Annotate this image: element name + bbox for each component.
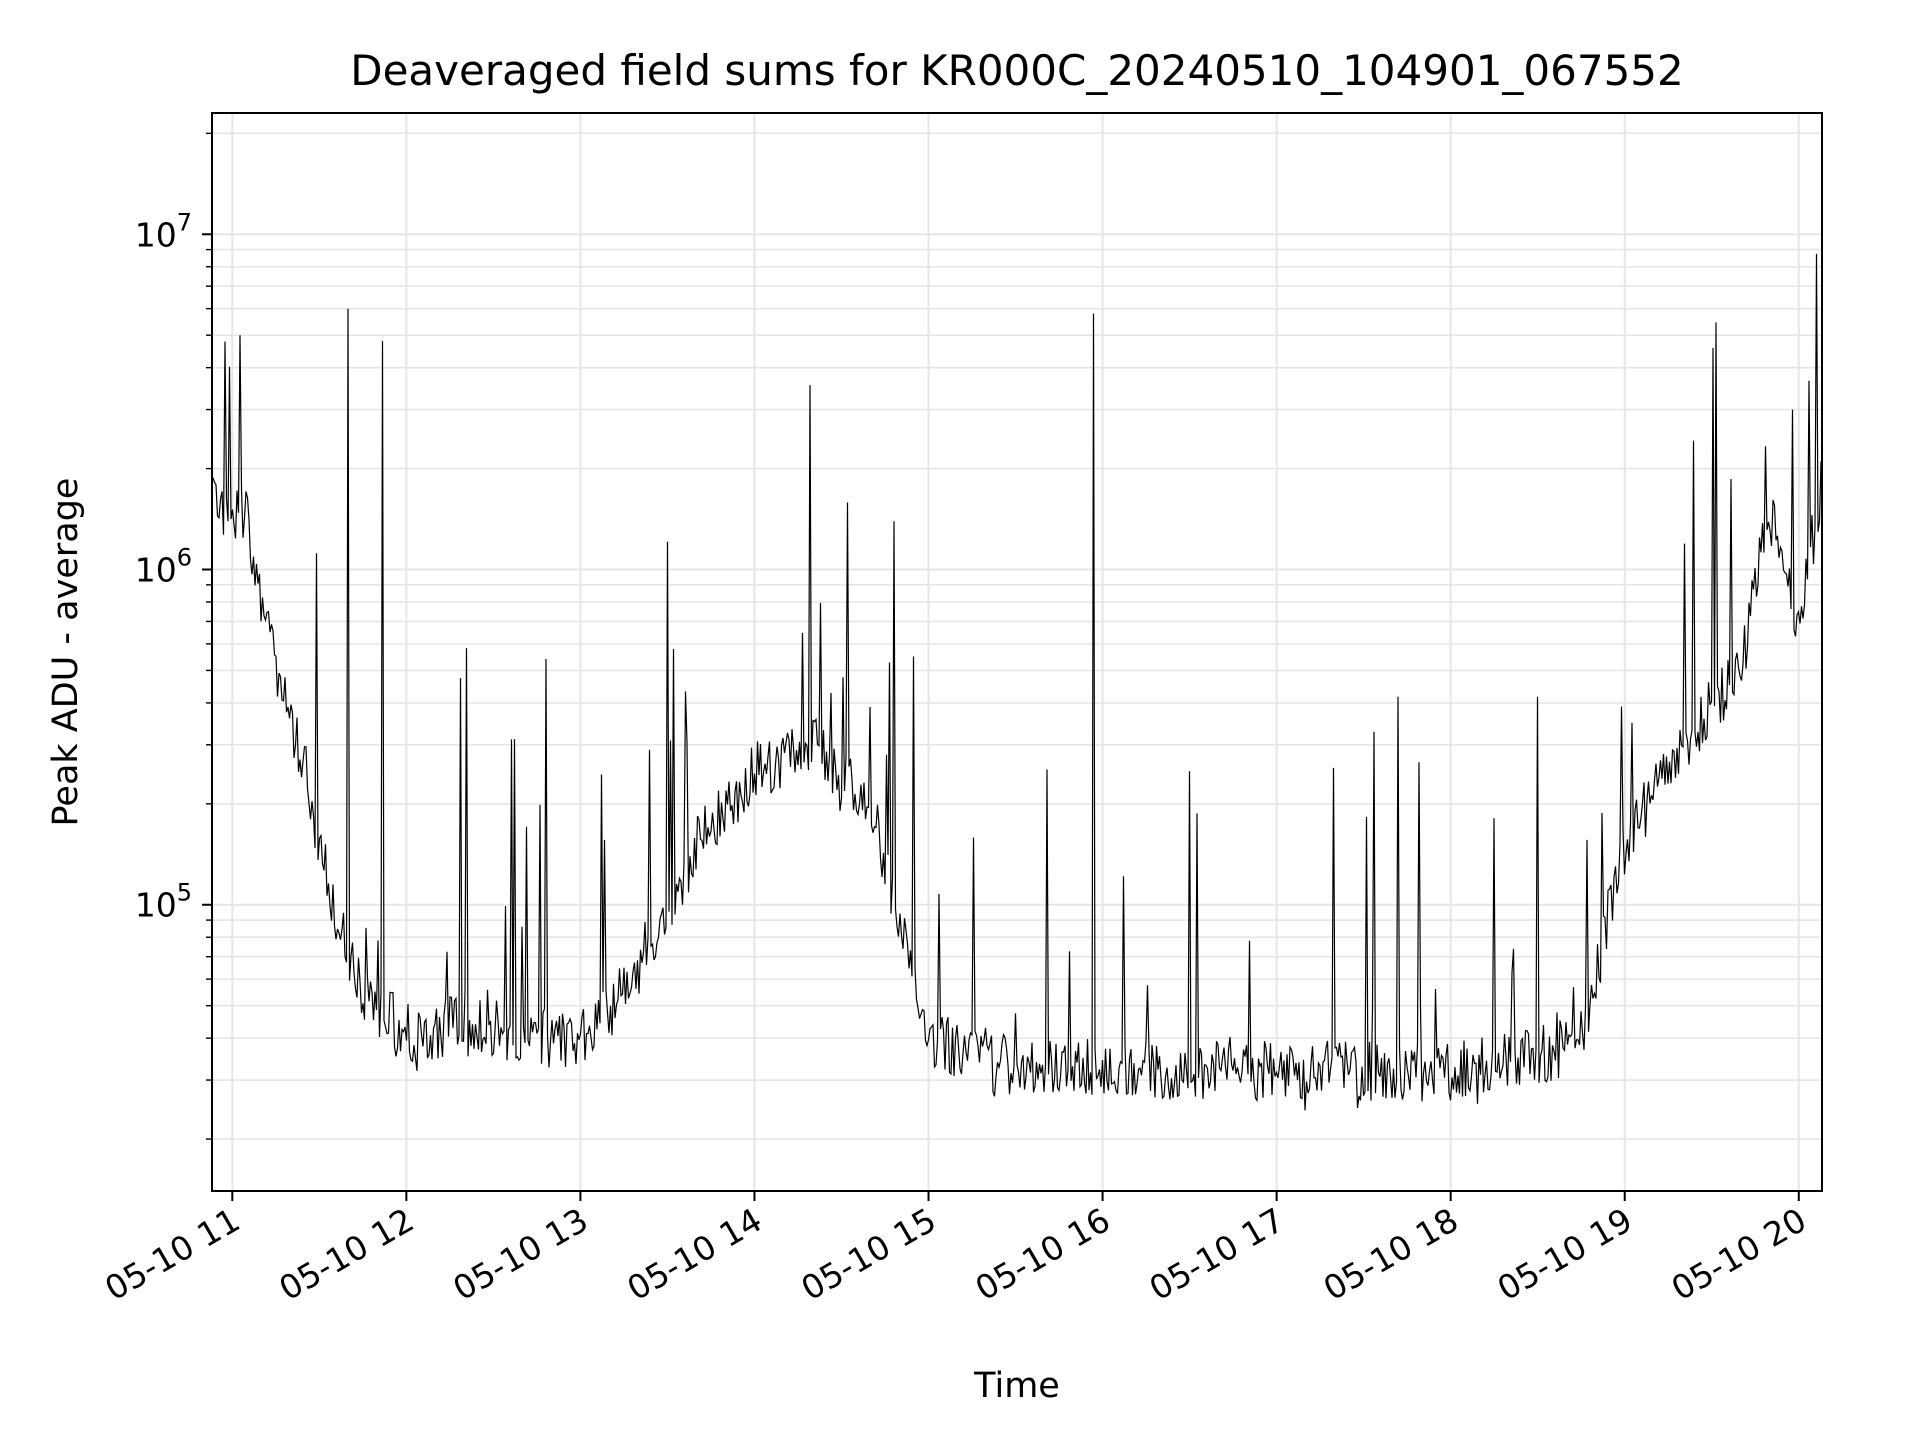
plot-frame — [211, 112, 1823, 1192]
y-tick-label: 107 — [135, 208, 192, 254]
chart-title: Deaveraged field sums for KR000C_2024051… — [350, 46, 1684, 95]
series-line — [212, 253, 1822, 1111]
series-layer — [212, 253, 1822, 1111]
y-axis: 105 106 107 — [135, 132, 212, 1140]
y-tick-label: 105 — [135, 879, 192, 925]
y-tick-label: 106 — [135, 544, 192, 590]
y-axis-title: Peak ADU - average — [46, 478, 86, 827]
x-axis-title: Time — [973, 1366, 1060, 1406]
grid — [212, 113, 1822, 1191]
